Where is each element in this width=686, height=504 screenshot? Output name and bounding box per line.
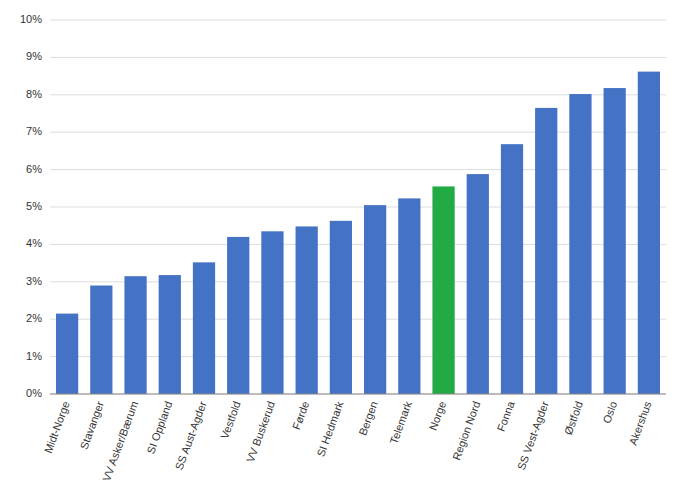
- y-tick-label: 8%: [26, 88, 42, 100]
- x-tick-label: Fonna: [495, 399, 517, 433]
- bar: [501, 144, 523, 394]
- y-tick-label: 6%: [26, 163, 42, 175]
- grid: [50, 20, 666, 394]
- bar: [467, 174, 489, 394]
- x-tick-label: SI Hedmark: [314, 399, 345, 458]
- bar: [364, 205, 386, 394]
- bar: [261, 231, 283, 394]
- x-tick-label: Telemark: [387, 399, 414, 446]
- y-tick-label: 7%: [26, 125, 42, 137]
- y-tick-label: 9%: [26, 50, 42, 62]
- bar: [398, 198, 420, 394]
- bar: [56, 314, 78, 394]
- y-tick-label: 4%: [26, 237, 42, 249]
- x-tick-label: Midt-Norge: [42, 400, 72, 455]
- grid-line: [50, 20, 666, 21]
- bar: [124, 276, 146, 394]
- x-tick-label: VV Asker/Bærum: [100, 400, 140, 483]
- x-tick-label: SS Aust-Agder: [173, 399, 209, 471]
- x-tick-label: Akershus: [627, 399, 654, 447]
- x-tick-label: Vestfold: [218, 400, 243, 441]
- bar: [193, 262, 215, 394]
- bars: [56, 72, 660, 394]
- y-tick-label: 2%: [26, 312, 42, 324]
- x-tick-label: Bergen: [356, 400, 379, 437]
- y-tick-label: 3%: [26, 275, 42, 287]
- bar: [227, 237, 249, 394]
- x-tick-label: Stavanger: [78, 399, 107, 451]
- y-tick-label: 10%: [20, 13, 42, 25]
- x-tick-label: Østfold: [562, 400, 585, 437]
- bar: [432, 186, 454, 394]
- y-axis: 0% 1% 2% 3% 4% 5% 6% 7% 8% 9% 10%: [20, 13, 42, 399]
- bar: [638, 72, 660, 394]
- grid-line: [50, 394, 666, 395]
- x-tick-label: Oslo: [600, 400, 619, 425]
- x-tick-label: Region Nord: [450, 400, 482, 462]
- x-axis-line: [50, 394, 666, 395]
- bar: [604, 88, 626, 394]
- y-tick-label: 5%: [26, 200, 42, 212]
- y-tick-label: 0%: [26, 387, 42, 399]
- x-tick-label: VV Buskerud: [244, 400, 277, 464]
- x-tick-label: Førde: [290, 400, 311, 432]
- chart: 0% 1% 2% 3% 4% 5% 6% 7% 8% 9% 10% Midt-NorgeStavang…: [0, 0, 686, 504]
- bar: [90, 286, 112, 394]
- chart-container: 0% 1% 2% 3% 4% 5% 6% 7% 8% 9% 10% Midt-NorgeStavang…: [0, 0, 686, 504]
- bar: [330, 221, 352, 394]
- x-axis: Midt-NorgeStavangerVV Asker/BærumSI Oppl…: [42, 399, 654, 483]
- y-tick-label: 1%: [26, 350, 42, 362]
- bar: [296, 226, 318, 394]
- x-tick-label: SI Oppland: [144, 400, 174, 456]
- grid-line: [50, 57, 666, 58]
- bar: [535, 108, 557, 394]
- bar: [569, 94, 591, 394]
- plot-area: 0% 1% 2% 3% 4% 5% 6% 7% 8% 9% 10% Midt-NorgeStavang…: [20, 13, 666, 483]
- x-tick-label: Norge: [427, 400, 449, 432]
- bar: [159, 275, 181, 394]
- x-tick-label: SS Vest-Agder: [515, 399, 551, 471]
